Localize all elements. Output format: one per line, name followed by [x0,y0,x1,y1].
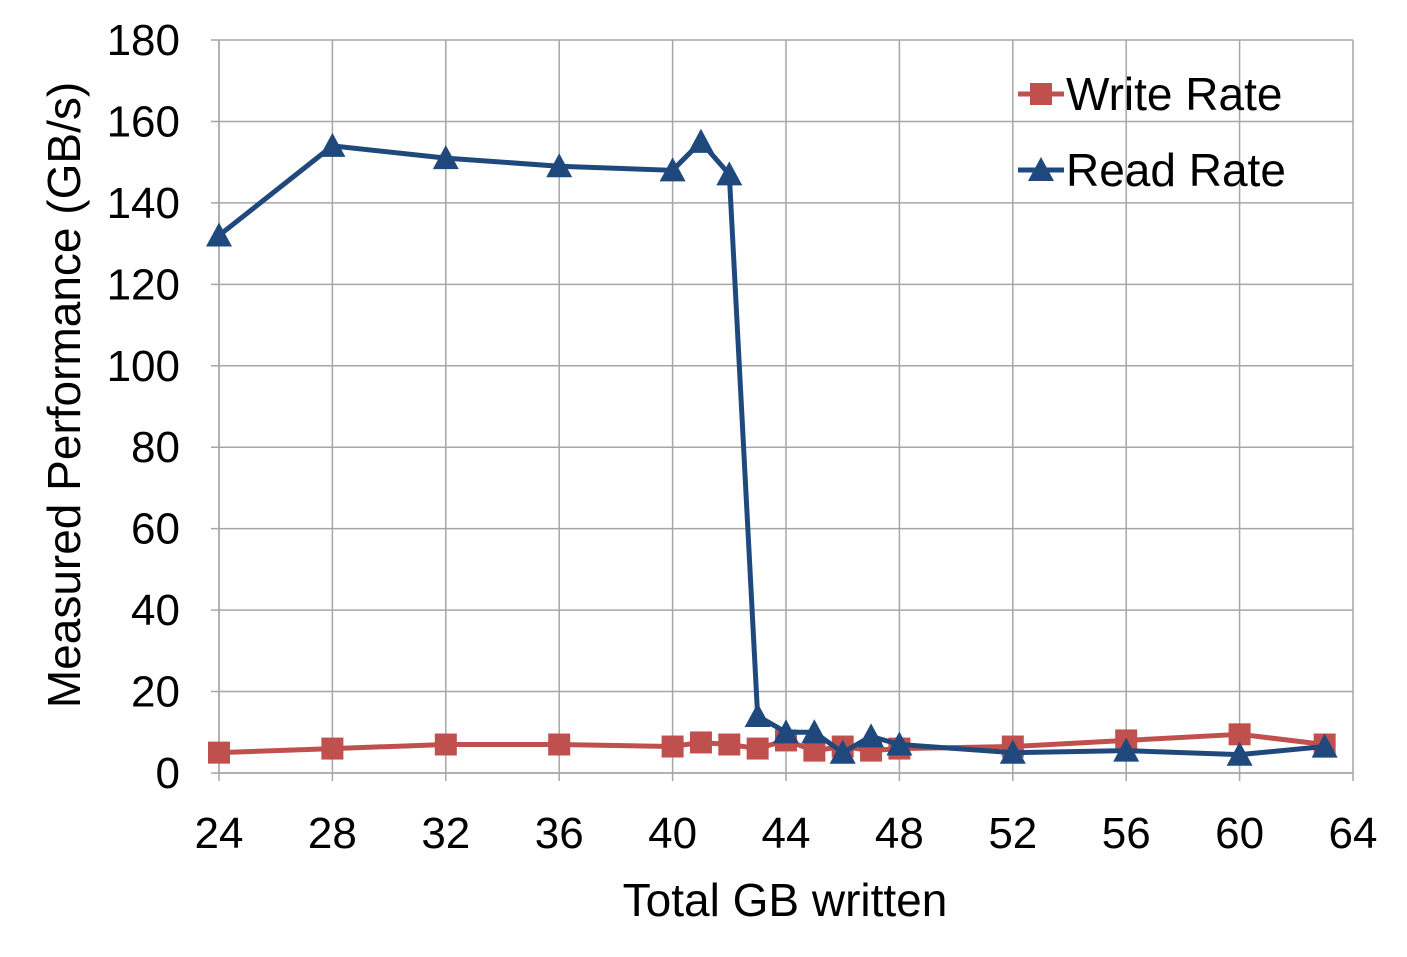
data-point-write-rate [746,737,769,760]
data-point-read-rate [1226,741,1253,766]
data-point-read-rate [1311,733,1338,758]
legend-marker [1028,157,1054,182]
data-point-read-rate [999,739,1026,764]
legend-label: Write Rate [1066,68,1282,120]
y-axis-tick-labels: 0 20 40 60 80 100 120 140 160 180 [107,16,180,798]
x-tick-label: 44 [762,809,811,858]
data-point-write-rate [689,731,712,754]
data-point-read-rate [829,739,856,764]
series-read-rate [206,128,1338,766]
y-tick-label: 100 [107,342,180,391]
data-point-write-rate [548,733,571,756]
y-tick-label: 160 [107,97,180,146]
x-tick-label: 60 [1215,809,1264,858]
y-tick-label: 80 [131,423,180,472]
legend-marker [1030,83,1052,105]
series-write-rate [208,723,1336,764]
data-point-write-rate [434,733,457,756]
legend: Write Rate Read Rate [1018,68,1286,196]
data-point-read-rate [206,222,232,247]
data-point-write-rate [208,741,230,764]
x-tick-label: 24 [195,809,244,858]
data-point-read-rate [659,157,686,182]
y-tick-label: 120 [107,260,180,309]
x-tick-label: 48 [875,809,924,858]
y-tick-label: 0 [156,749,180,798]
x-tick-label: 52 [988,809,1037,858]
data-point-read-rate [432,145,459,170]
data-point-read-rate [801,719,828,744]
x-axis-title: Total GB written [623,874,948,926]
data-point-read-rate [319,132,346,157]
x-tick-label: 40 [648,809,697,858]
x-tick-label: 28 [308,809,357,858]
x-tick-label: 32 [421,809,470,858]
data-point-read-rate [546,153,573,178]
data-point-write-rate [1228,723,1251,746]
x-axis-tick-labels: 24 28 32 36 40 44 48 52 56 60 64 [195,809,1378,858]
x-tick-label: 36 [535,809,584,858]
data-point-read-rate [858,723,885,748]
axes [218,40,1353,774]
y-axis-title: Measured Performance (GB/s) [38,82,90,708]
data-point-write-rate [803,739,826,762]
y-tick-label: 40 [131,586,180,635]
y-tick-label: 60 [131,505,180,554]
legend-item-read-rate: Read Rate [1018,144,1286,196]
data-point-write-rate [661,735,684,758]
legend-item-write-rate: Write Rate [1018,68,1282,120]
data-point-read-rate [744,702,771,728]
data-point-write-rate [718,733,741,756]
data-point-read-rate [716,161,743,186]
legend-label: Read Rate [1066,144,1286,196]
y-tick-label: 140 [107,179,180,228]
data-point-read-rate [1113,737,1140,762]
data-point-write-rate [321,737,344,760]
data-point-read-rate [886,731,913,756]
x-tick-label: 64 [1329,809,1378,858]
series-line-read-rate [217,139,1325,758]
series-layer [206,128,1338,766]
data-point-read-rate [773,719,799,744]
y-tick-label: 20 [131,668,180,717]
y-tick-label: 180 [107,16,180,65]
x-tick-label: 56 [1102,809,1151,858]
data-point-read-rate [687,128,714,153]
